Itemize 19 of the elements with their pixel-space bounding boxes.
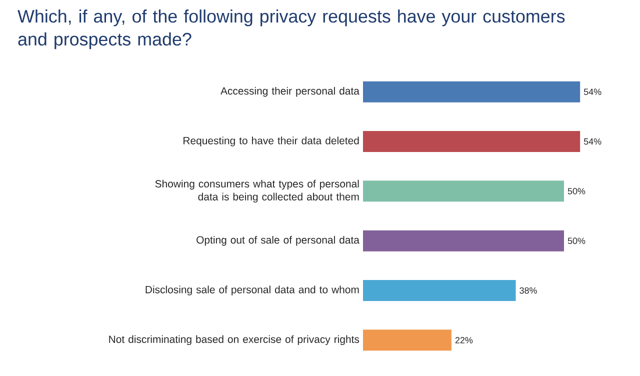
bar xyxy=(363,81,580,102)
bar xyxy=(363,180,564,202)
data-label: 22% xyxy=(455,337,473,344)
bar xyxy=(363,131,580,152)
y-tick-label: Showing consumers what types of personal data is being collected about them xyxy=(155,180,359,203)
bar xyxy=(363,230,564,252)
data-label: 38% xyxy=(520,287,537,294)
data-label: 50% xyxy=(568,188,586,194)
y-tick-label: Opting out of sale of personal data xyxy=(196,236,360,246)
y-tick-label: Disclosing sale of personal data and to whom xyxy=(146,286,359,296)
bar xyxy=(363,280,516,302)
data-label: 50% xyxy=(568,238,586,244)
chart-title: Which, if any, of the following privacy requests have your customers and prospects made? xyxy=(18,10,565,50)
y-tick-label: Accessing their personal data xyxy=(220,86,360,97)
data-label: 54% xyxy=(584,138,602,145)
y-tick-label: Requesting to have their data deleted xyxy=(184,136,359,146)
y-tick-label: Not discriminating based on exercise of privacy rights xyxy=(109,335,360,346)
data-label: 54% xyxy=(584,88,602,95)
bar xyxy=(363,330,452,351)
